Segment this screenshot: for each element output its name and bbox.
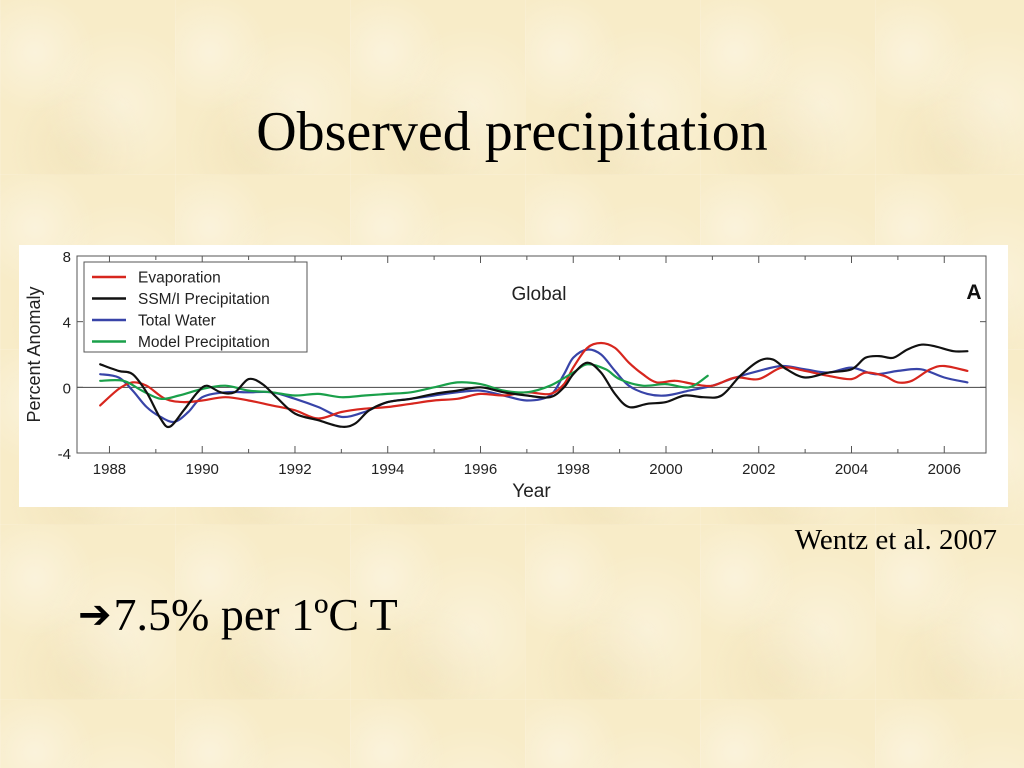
y-tick-label: 8 <box>63 249 71 266</box>
legend-label-evaporation: Evaporation <box>138 270 221 287</box>
x-tick-label: 2002 <box>742 461 775 478</box>
x-tick-label: 1992 <box>278 461 311 478</box>
x-tick-label: 2006 <box>928 461 961 478</box>
chart-title: Global <box>512 284 567 305</box>
series-line-model-precipitation <box>99 363 709 401</box>
y-axis-label: Percent Anomaly <box>24 286 44 422</box>
series-line-total-water <box>99 348 969 424</box>
x-tick-label: 1990 <box>186 461 219 478</box>
legend-label-model-precipitation: Model Precipitation <box>138 334 270 351</box>
citation: Wentz et al. 2007 <box>794 524 997 556</box>
x-tick-label: 1998 <box>557 461 590 478</box>
legend-label-total-water: Total Water <box>138 313 216 330</box>
series-line-ssm-i-precipitation <box>99 343 969 429</box>
legend-label-ssm-i-precipitation: SSM/I Precipitation <box>138 291 270 308</box>
slide-title: Observed precipitation <box>256 101 768 163</box>
x-tick-label: 1994 <box>371 461 404 478</box>
line-chart: -4 0 4 8 1988 1990 1992 1994 1996 1998 2000 2002 200… <box>24 249 987 502</box>
bullet-text: 7.5% per 1ºC T <box>113 589 398 640</box>
x-tick-label: 1988 <box>93 461 126 478</box>
series-line-evaporation <box>99 341 969 420</box>
chart-figure: -4 0 4 8 1988 1990 1992 1994 1996 1998 2000 2002 200… <box>19 245 1008 507</box>
x-axis-label: Year <box>512 481 551 502</box>
y-tick-label: 0 <box>63 380 71 397</box>
panel-label: A <box>966 281 981 304</box>
bullet-point: ➔ 7.5% per 1ºC T <box>78 588 398 641</box>
y-tick-label: 4 <box>63 315 71 332</box>
x-tick-label: 2000 <box>649 461 682 478</box>
x-tick-label: 1996 <box>464 461 497 478</box>
plot-frame <box>76 255 987 454</box>
x-tick-label: 2004 <box>835 461 868 478</box>
arrow-icon: ➔ <box>78 591 112 638</box>
y-tick-label: -4 <box>58 446 71 463</box>
